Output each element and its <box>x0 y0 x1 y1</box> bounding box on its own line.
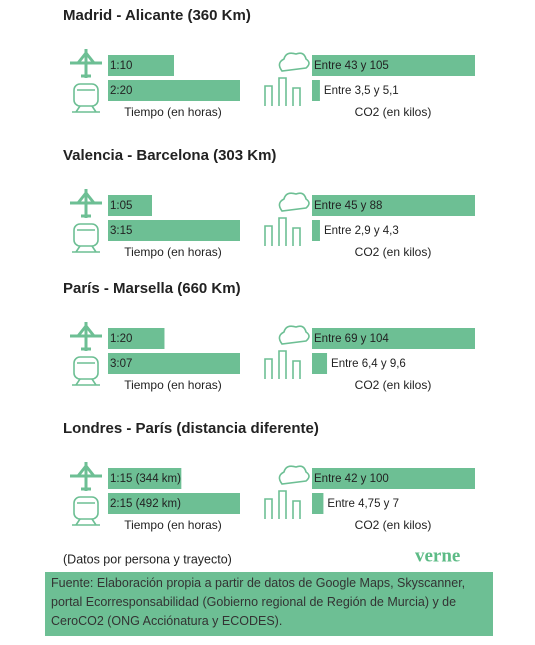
train-detail <box>72 502 100 526</box>
factory-icon <box>264 217 301 246</box>
value-label: Entre 45 y 88 <box>314 200 382 212</box>
train-icon <box>73 496 99 520</box>
axis-label: Tiempo (en horas) <box>124 518 222 532</box>
bar <box>312 468 475 489</box>
value-label: Entre 3,5 y 5,1 <box>324 85 399 97</box>
axis-label: CO2 (en kilos) <box>355 378 432 392</box>
bar <box>312 195 475 216</box>
bar <box>312 353 328 374</box>
icons <box>70 189 310 253</box>
note: (Datos por persona y trayecto) <box>63 552 232 566</box>
value-label: Entre 42 y 100 <box>314 473 389 485</box>
bar <box>312 80 320 101</box>
bar <box>108 493 240 514</box>
bar <box>108 80 240 101</box>
value-label: 1:15 (344 km) <box>110 473 181 485</box>
value-label: Entre 4,75 y 7 <box>327 498 399 510</box>
bar <box>108 328 165 349</box>
cloud-icon <box>278 192 310 212</box>
factory-icon <box>264 350 301 379</box>
factory-icon <box>264 490 301 519</box>
factory-icon <box>264 77 301 106</box>
axis-label: Tiempo (en horas) <box>124 245 222 259</box>
cloud-icon <box>278 465 310 485</box>
plane-icon <box>70 49 102 78</box>
bar <box>108 468 182 489</box>
bar <box>108 195 152 216</box>
icons <box>70 462 310 526</box>
plane-icon <box>70 462 102 491</box>
icons <box>70 49 310 113</box>
value-label: Entre 2,9 y 4,3 <box>324 225 399 237</box>
train-icon <box>73 83 99 107</box>
icons <box>70 322 310 386</box>
source: Fuente: Elaboración propia a partir de d… <box>45 572 493 636</box>
plane-icon <box>70 189 102 218</box>
logo: verne <box>415 545 460 566</box>
axis-label: Tiempo (en horas) <box>124 378 222 392</box>
axis-label: Tiempo (en horas) <box>124 105 222 119</box>
train-icon <box>73 356 99 380</box>
section-title: Valencia - Barcelona (303 Km) <box>63 147 276 164</box>
train-detail <box>72 362 100 386</box>
bar <box>108 220 240 241</box>
cloud-icon <box>278 52 310 72</box>
bar <box>312 493 324 514</box>
value-label: 2:20 <box>110 85 132 97</box>
axis-label: CO2 (en kilos) <box>355 245 432 259</box>
train-icon <box>73 223 99 247</box>
bar <box>108 55 174 76</box>
value-label: Entre 69 y 104 <box>314 333 389 345</box>
bar <box>312 328 475 349</box>
value-label: 1:05 <box>110 200 132 212</box>
value-label: Entre 6,4 y 9,6 <box>331 358 406 370</box>
section-title: París - Marsella (660 Km) <box>63 280 241 297</box>
train-detail <box>72 229 100 253</box>
bar <box>312 220 320 241</box>
value-label: 3:15 <box>110 225 132 237</box>
axis-label: CO2 (en kilos) <box>355 105 432 119</box>
value-label: 2:15 (492 km) <box>110 498 181 510</box>
value-label: 1:10 <box>110 60 132 72</box>
cloud-icon <box>278 325 310 345</box>
value-label: 3:07 <box>110 358 132 370</box>
bar <box>312 55 475 76</box>
plane-icon <box>70 322 102 351</box>
value-label: 1:20 <box>110 333 132 345</box>
bar <box>108 353 240 374</box>
train-detail <box>72 89 100 113</box>
value-label: Entre 43 y 105 <box>314 60 389 72</box>
axis-label: CO2 (en kilos) <box>355 518 432 532</box>
section-title: Londres - París (distancia diferente) <box>63 420 319 437</box>
section-title: Madrid - Alicante (360 Km) <box>63 7 251 24</box>
